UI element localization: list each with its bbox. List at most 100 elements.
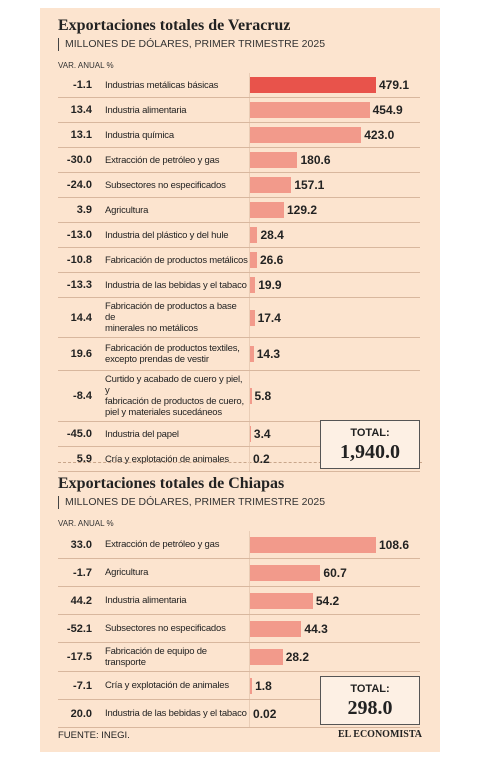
annual-change: 44.2	[70, 594, 92, 607]
annual-change: 5.9	[76, 453, 92, 465]
bar	[250, 127, 362, 143]
table-row: 20.0 Industria de las bebidas y el tabaco…	[58, 700, 420, 728]
category-label: Industria de las bebidas y el tabaco	[105, 708, 247, 719]
table-row: -1.1 Industrias metálicas básicas 479.1	[58, 73, 420, 98]
bar	[250, 309, 255, 326]
separator	[58, 462, 422, 463]
chart-subtitle: MILLONES DE DÓLARES, PRIMER TRIMESTRE 20…	[58, 496, 440, 509]
category-label: Industria del plástico y del hule	[105, 229, 229, 241]
column-header: VAR. ANUAL %	[58, 519, 114, 528]
bar	[250, 77, 376, 93]
bar-cell: 1.8	[249, 672, 420, 699]
brand: EL ECONOMISTA	[338, 729, 422, 740]
annual-change: -13.3	[66, 279, 92, 291]
annual-change: -1.1	[73, 79, 92, 91]
total-value: 1,940.0	[340, 441, 400, 463]
total-box: TOTAL: 1,940.0	[320, 420, 420, 469]
table-row: -1.7 Agricultura 60.7	[58, 559, 420, 587]
panel: FUENTE: INEGI. EL ECONOMISTA Exportacion…	[40, 8, 440, 752]
category-label: Extracción de petróleo y gas	[105, 154, 220, 166]
bar-table: -1.1 Industrias metálicas básicas 479.1 13.…	[58, 73, 420, 472]
chart-section: Exportaciones totales de Chiapas MILLONES…	[40, 474, 440, 728]
category-label: Extracción de petróleo y gas	[105, 539, 220, 550]
value-label: 19.9	[258, 278, 282, 292]
chart-subtitle: MILLONES DE DÓLARES, PRIMER TRIMESTRE 20…	[58, 38, 440, 51]
value-label: 129.2	[286, 203, 317, 217]
bar-cell: 180.6	[249, 148, 420, 172]
value-label: 28.4	[260, 228, 284, 242]
bar-cell: 157.1	[249, 173, 420, 197]
annual-change: -10.8	[66, 254, 92, 266]
table-row: -8.4 Curtido y acabado de cuero y piel, y…	[58, 371, 420, 422]
category-label: Industria química	[105, 129, 174, 141]
bar	[250, 177, 292, 193]
table-row: 33.0 Extracción de petróleo y gas 108.6	[58, 531, 420, 559]
bar	[250, 564, 321, 581]
value-label: 14.3	[256, 347, 281, 361]
value-label: 454.9	[372, 103, 403, 117]
bar	[250, 388, 252, 404]
table-row: 13.1 Industria química 423.0	[58, 123, 420, 148]
annual-change: 20.0	[70, 707, 92, 720]
annual-change: -1.7	[73, 566, 92, 579]
annual-change: -8.4	[73, 390, 92, 402]
category-label: Industrias metálicas básicas	[105, 79, 219, 91]
bar	[250, 102, 370, 118]
value-label: 5.8	[254, 389, 272, 403]
category-label: Fabricación de productos a base de miner…	[105, 301, 237, 334]
value-label: 1.8	[255, 678, 272, 693]
bar	[250, 649, 283, 665]
category-label: Fabricación de equipo de transporte	[105, 646, 207, 668]
bar	[250, 227, 258, 243]
chart-title: Exportaciones totales de Chiapas	[58, 475, 285, 492]
value-label: 423.0	[364, 128, 395, 142]
bar	[250, 592, 313, 609]
table-row: 19.6 Fabricación de productos textiles, e…	[58, 338, 420, 371]
bar-cell: 479.1	[249, 73, 420, 97]
category-label: Curtido y acabado de cuero y piel, y fab…	[105, 374, 244, 418]
annual-change: -13.0	[66, 229, 92, 241]
table-row: -17.5 Fabricación de equipo de transporte…	[58, 643, 420, 672]
bar-cell: 28.2	[249, 643, 420, 671]
value-label: 28.2	[285, 650, 310, 664]
annual-change: 3.9	[76, 204, 92, 216]
table-row: -45.0 Industria del papel 3.4	[58, 422, 420, 447]
bar	[250, 346, 254, 362]
annual-change: -17.5	[66, 651, 92, 663]
chart-title: Exportaciones totales de Veracruz	[58, 17, 291, 34]
bar	[250, 426, 251, 442]
table-row: 14.4 Fabricación de productos a base de m…	[58, 298, 420, 338]
bar-cell: 28.4	[249, 223, 420, 247]
annual-change: 14.4	[70, 311, 92, 324]
bar	[250, 252, 257, 268]
category-label: Industria del papel	[105, 428, 179, 440]
annual-change: -52.1	[66, 622, 92, 635]
chart-section: Exportaciones totales de Veracruz MILLONE…	[40, 16, 440, 472]
category-label: Industria de las bebidas y el tabaco	[105, 279, 247, 291]
value-label: 108.6	[379, 537, 410, 552]
bar	[250, 202, 284, 218]
annual-change: 33.0	[70, 538, 92, 551]
annual-change: -24.0	[66, 179, 92, 191]
annual-change: 19.6	[70, 348, 92, 360]
bar-cell: 0.2	[249, 447, 420, 471]
value-label: 60.7	[323, 565, 347, 580]
table-row: -10.8 Fabricación de productos metálicos 2…	[58, 248, 420, 273]
bar-cell: 17.4	[249, 298, 420, 337]
annual-change: 13.4	[70, 104, 92, 116]
category-label: Fabricación de productos textiles, excep…	[105, 343, 240, 365]
table-row: 13.4 Industria alimentaria 454.9	[58, 98, 420, 123]
annual-change: 13.1	[70, 129, 92, 141]
value-label: 479.1	[379, 78, 410, 92]
table-row: -52.1 Subsectores no especificados 44.3	[58, 615, 420, 643]
bar	[250, 152, 298, 168]
total-label: TOTAL:	[350, 683, 390, 695]
bar-cell: 129.2	[249, 198, 420, 222]
bar	[250, 277, 256, 293]
total-box: TOTAL: 298.0	[320, 676, 420, 725]
table-row: 44.2 Industria alimentaria 54.2	[58, 587, 420, 615]
category-label: Agricultura	[105, 204, 149, 216]
value-label: 180.6	[300, 153, 331, 167]
category-label: Fabricación de productos metálicos	[105, 254, 248, 266]
